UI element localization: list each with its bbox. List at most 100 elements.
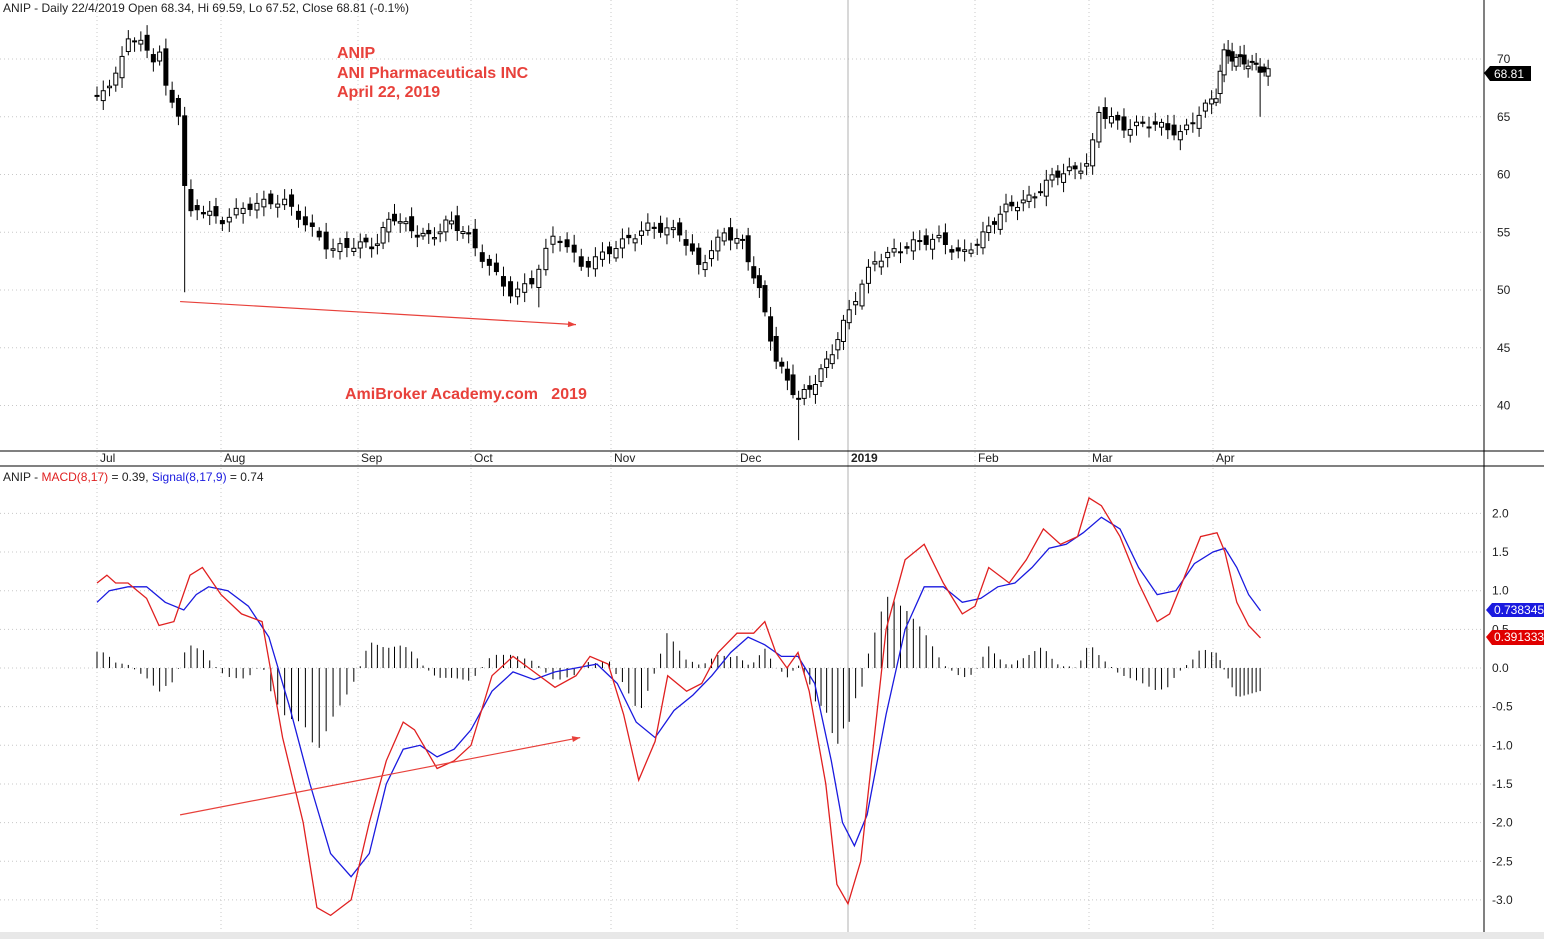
candle-body [801, 388, 807, 399]
candle-body [715, 236, 721, 252]
candle-body [923, 235, 929, 245]
price-tick-label: 40 [1497, 399, 1511, 413]
candle-body [1055, 170, 1061, 178]
candle-body [773, 335, 779, 362]
candle-body [632, 238, 638, 244]
price-candles [94, 25, 1271, 441]
candle-body [1202, 102, 1208, 112]
candle-body [745, 235, 751, 263]
date-tick-label: Jul [100, 451, 115, 465]
macd-axis-ticks: -3.0-2.5-2.0-1.5-1.0-0.50.00.51.01.52.0 [1492, 506, 1513, 907]
candle-body [1209, 98, 1215, 105]
candle-body [878, 260, 884, 268]
candle-body [658, 222, 664, 233]
date-tick-label: Sep [361, 451, 383, 465]
candle-body [1171, 124, 1177, 136]
candle-body [1015, 206, 1021, 212]
candle-body [1225, 49, 1231, 57]
macd-tick-label: -2.5 [1492, 854, 1513, 868]
macd-header-signal-value: = 0.74 [227, 470, 264, 484]
candle-body [980, 231, 986, 249]
candle-body [696, 247, 702, 265]
candle-body [1253, 62, 1259, 65]
candle-body [207, 210, 213, 216]
macd-header-macd-value: = 0.39, [108, 470, 152, 484]
candle-body [261, 198, 267, 208]
candle-body [592, 256, 598, 270]
candle-body [522, 283, 528, 293]
candle-body [1078, 170, 1084, 174]
candle-body [930, 238, 936, 250]
candle-body [337, 243, 343, 253]
candle-body [936, 234, 942, 239]
candle-body [486, 258, 492, 266]
candle-body [740, 238, 746, 241]
sheet-tabs-strip[interactable] [0, 932, 1544, 939]
candle-body [885, 251, 891, 259]
candle-body [188, 189, 194, 212]
candle-body [1084, 163, 1090, 167]
candle-body [1127, 128, 1133, 136]
candle-body [942, 232, 948, 245]
candle-body [219, 220, 225, 225]
candle-body [1003, 203, 1009, 213]
price-axis-ticks: 40 45 50 55 60 65 70 [1497, 52, 1511, 413]
macd-tick-label: -0.5 [1492, 700, 1513, 714]
candle-body [268, 193, 274, 205]
macd-header: ANIP - MACD(8,17) = 0.39, Signal(8,17,9)… [3, 470, 264, 484]
macd-tick-label: 2.0 [1492, 506, 1509, 520]
candle-body [1190, 122, 1196, 125]
candle-body [1159, 121, 1165, 128]
candle-body [213, 206, 219, 217]
candle-body [859, 283, 865, 307]
candle-body [431, 237, 437, 240]
candle-body [163, 48, 169, 86]
candle-body [409, 216, 415, 232]
signal-line [96, 516, 1262, 878]
candle-body [437, 231, 443, 235]
candle-body [1061, 173, 1067, 183]
candle-body [638, 230, 644, 236]
trendline [179, 736, 581, 816]
candle-body [670, 227, 676, 231]
candle-body [790, 374, 796, 396]
macd-badge: 0.391333 [1486, 630, 1544, 645]
candle-body [721, 232, 727, 242]
candle-body [904, 246, 910, 249]
candle-body [157, 51, 163, 62]
candle-body [309, 222, 315, 227]
candle-body [94, 94, 100, 97]
candle-body [282, 198, 288, 206]
candle-body [247, 203, 253, 210]
candle-body [420, 232, 426, 237]
candle-body [784, 368, 790, 381]
candle-body [175, 98, 181, 117]
candle-body [578, 256, 584, 267]
candle-body [1229, 51, 1235, 62]
candle-body [613, 248, 619, 259]
candle-body [599, 251, 605, 260]
candle-body [846, 309, 852, 324]
candle-body [1165, 123, 1171, 131]
candle-body [986, 225, 992, 234]
candle-body [1066, 166, 1072, 172]
price-trendline-arrow [180, 300, 577, 328]
candle-body [351, 247, 357, 252]
candle-body [891, 248, 897, 253]
candle-body [515, 288, 521, 298]
candle-body [529, 278, 535, 285]
candle-body [1257, 66, 1263, 73]
date-tick-label: Oct [474, 451, 493, 465]
candle-body [254, 202, 260, 211]
candle-body [357, 241, 363, 249]
macd-tick-label: 0.0 [1492, 661, 1509, 675]
candle-body [968, 249, 974, 254]
candle-body [132, 40, 138, 43]
candle-body [807, 385, 813, 390]
candle-body [550, 235, 556, 245]
price-tick-label: 50 [1497, 283, 1511, 297]
candle-body [508, 281, 514, 297]
candle-body [865, 266, 871, 284]
candle-body [1261, 66, 1267, 73]
candle-body [1043, 179, 1049, 197]
